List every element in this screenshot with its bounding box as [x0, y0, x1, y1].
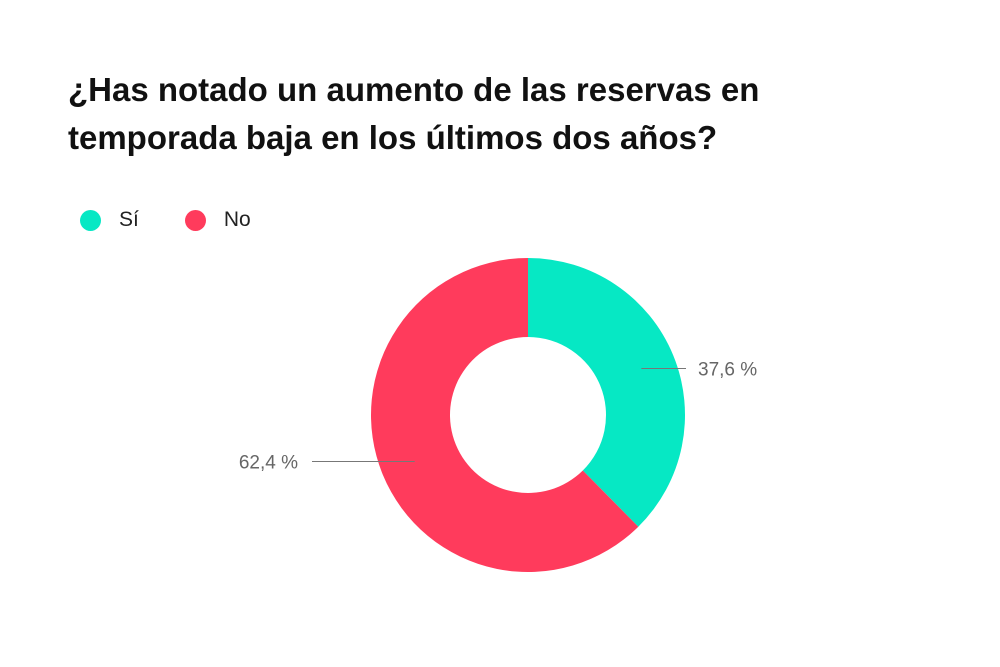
data-label-no: 62,4 % [239, 453, 298, 474]
donut-slice-no[interactable] [370, 258, 639, 572]
donut-slice-si[interactable] [528, 258, 685, 527]
legend: Sí No [80, 208, 297, 232]
chart-title: ¿Has notado un aumento de las reservas e… [68, 71, 760, 156]
legend-item-no[interactable]: No [184, 208, 251, 232]
legend-swatch-si [80, 209, 101, 231]
legend-label-no: No [223, 208, 251, 231]
legend-swatch-no [184, 209, 206, 231]
data-label-si: 37,6 % [698, 359, 757, 380]
legend-label-si: Sí [119, 208, 139, 231]
legend-item-si[interactable]: Sí [80, 208, 139, 232]
